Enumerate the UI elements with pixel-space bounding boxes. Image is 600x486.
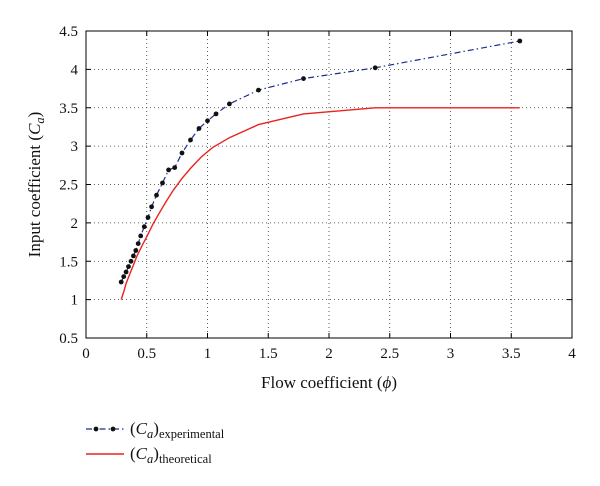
x-axis-label: Flow coefficient (ϕ) bbox=[261, 373, 397, 392]
data-point-experimental bbox=[121, 274, 127, 279]
data-point-experimental bbox=[372, 65, 378, 71]
data-point-experimental bbox=[154, 192, 159, 198]
legend-marker-experimental bbox=[110, 426, 116, 432]
series-line-experimental bbox=[120, 40, 520, 283]
axis-ticks: 0 0.5 1 1.5 2 2.5 3 3.5 40.511.522.533.544.5 bbox=[59, 24, 576, 362]
x-tick-label: 1 bbox=[204, 346, 212, 362]
data-point-experimental bbox=[256, 87, 261, 93]
legend-marker-experimental bbox=[93, 426, 99, 432]
y-axis-label: Input coefficient (Ca) bbox=[25, 112, 47, 258]
y-tick-label: 4 bbox=[71, 62, 79, 78]
x-tick-label: 1.5 bbox=[259, 346, 278, 362]
data-point-experimental bbox=[118, 279, 124, 285]
x-tick-label: 0 bbox=[82, 346, 90, 362]
y-tick-label: 2.5 bbox=[59, 178, 78, 194]
data-point-experimental bbox=[213, 111, 219, 117]
data-point-experimental bbox=[128, 258, 134, 264]
data-point-experimental bbox=[126, 264, 131, 269]
y-tick-label: 1 bbox=[71, 293, 79, 309]
y-tick-label: 3 bbox=[71, 139, 79, 155]
data-point-experimental bbox=[196, 126, 202, 131]
data-point-experimental bbox=[123, 269, 129, 275]
x-tick-label: 4 bbox=[568, 346, 576, 362]
legend-label-theoretical: (Ca)theoretical bbox=[130, 444, 212, 466]
data-point-experimental bbox=[135, 241, 141, 247]
series-group bbox=[118, 38, 523, 300]
data-point-experimental bbox=[145, 215, 151, 220]
data-point-experimental bbox=[188, 137, 193, 143]
x-tick-label: 2.5 bbox=[380, 346, 399, 362]
data-point-experimental bbox=[517, 38, 523, 44]
data-point-experimental bbox=[172, 165, 178, 171]
data-point-experimental bbox=[131, 253, 136, 259]
grid bbox=[86, 31, 572, 338]
data-point-experimental bbox=[227, 101, 232, 107]
legend-item-theoretical: (Ca)theoretical bbox=[86, 444, 212, 466]
legend-label-experimental: (Ca)experimental bbox=[130, 419, 225, 441]
x-tick-label: 3.5 bbox=[502, 346, 521, 362]
series-line-theoretical bbox=[120, 107, 520, 300]
data-point-experimental bbox=[179, 150, 185, 156]
x-tick-label: 2 bbox=[325, 346, 333, 362]
data-point-experimental bbox=[301, 76, 306, 81]
data-point-experimental bbox=[160, 180, 165, 186]
data-point-experimental bbox=[138, 233, 144, 239]
y-tick-label: 3.5 bbox=[59, 101, 78, 117]
y-tick-label: 1.5 bbox=[59, 254, 78, 270]
data-point-experimental bbox=[133, 248, 139, 253]
legend-item-experimental: (Ca)experimental bbox=[86, 419, 225, 441]
x-tick-label: 0.5 bbox=[137, 346, 156, 362]
legend: (Ca)experimental (Ca)theoretical bbox=[86, 419, 225, 466]
y-tick-label: 2 bbox=[71, 216, 79, 232]
data-point-experimental bbox=[141, 224, 147, 230]
y-tick-label: 0.5 bbox=[59, 331, 78, 347]
data-point-experimental bbox=[149, 204, 155, 210]
data-point-experimental bbox=[205, 118, 210, 124]
x-tick-label: 3 bbox=[447, 346, 455, 362]
y-tick-label: 4.5 bbox=[59, 24, 78, 40]
data-point-experimental bbox=[166, 167, 172, 173]
